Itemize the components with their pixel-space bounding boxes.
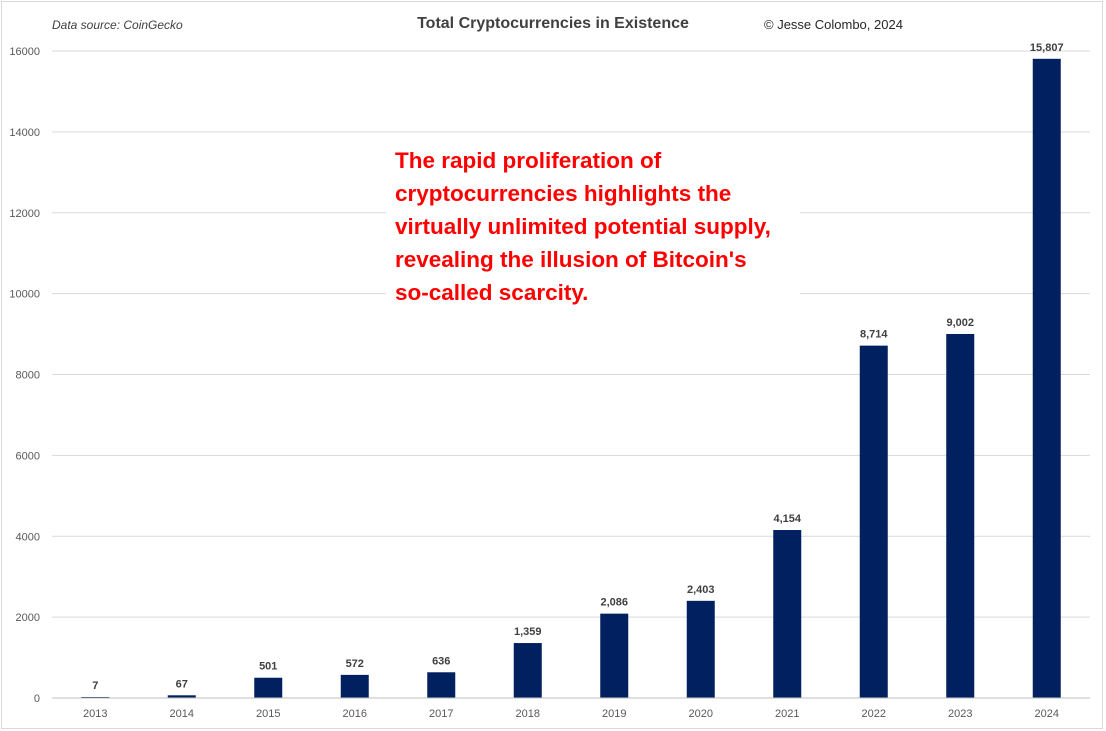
bar-2023 xyxy=(946,333,975,698)
x-tick-label: 2015 xyxy=(256,708,280,720)
y-tick-label: 6000 xyxy=(16,450,40,462)
x-tick-label: 2024 xyxy=(1035,708,1059,720)
y-tick-label: 2000 xyxy=(16,612,40,624)
x-tick-label: 2020 xyxy=(689,708,713,720)
data-source-note: Data source: CoinGecko xyxy=(52,18,183,32)
annotation-line: virtually unlimited potential supply, xyxy=(395,214,771,239)
data-label: 67 xyxy=(176,678,188,690)
x-tick-label: 2016 xyxy=(343,708,367,720)
copyright-note: © Jesse Colombo, 2024 xyxy=(764,17,903,32)
x-tick-label: 2013 xyxy=(83,708,107,720)
data-label: 501 xyxy=(259,661,277,673)
bar-2016 xyxy=(340,674,369,698)
data-label: 572 xyxy=(346,658,364,670)
bar-2021 xyxy=(773,530,802,698)
x-tick-label: 2023 xyxy=(948,708,972,720)
bars xyxy=(81,58,1061,698)
bar-2018 xyxy=(513,643,542,698)
bar-2020 xyxy=(686,600,715,698)
bar-2017 xyxy=(427,672,456,698)
data-label: 1,359 xyxy=(514,626,542,638)
x-tick-label: 2022 xyxy=(862,708,886,720)
bar-2015 xyxy=(254,677,283,698)
y-tick-label: 16000 xyxy=(9,46,40,58)
annotation-box: The rapid proliferation of cryptocurrenc… xyxy=(386,140,800,305)
y-tick-label: 8000 xyxy=(16,370,40,382)
data-label: 2,403 xyxy=(687,584,715,596)
annotation-line: so-called scarcity. xyxy=(395,280,589,305)
x-tick-label: 2021 xyxy=(775,708,799,720)
y-tick-label: 10000 xyxy=(9,289,40,301)
data-label: 636 xyxy=(432,655,450,667)
data-label: 15,807 xyxy=(1030,42,1064,54)
data-labels: 7 67 501 572 636 1,359 2,086 2,403 4,154 8,714 9,0… xyxy=(92,42,1063,692)
bar-2014 xyxy=(167,695,196,698)
data-label: 7 xyxy=(92,680,98,692)
y-tick-label: 0 xyxy=(34,693,40,705)
x-tick-label: 2018 xyxy=(516,708,540,720)
x-tick-label: 2017 xyxy=(429,708,453,720)
x-axis: 2013 2014 2015 2016 2017 2018 2019 2020 2021 2022… xyxy=(52,697,1090,720)
data-label: 2,086 xyxy=(600,597,628,609)
x-tick-label: 2019 xyxy=(602,708,626,720)
data-label: 8,714 xyxy=(860,329,888,341)
y-tick-label: 4000 xyxy=(16,531,40,543)
x-tick-label: 2014 xyxy=(170,708,194,720)
annotation-line: revealing the illusion of Bitcoin's xyxy=(395,247,747,272)
bar-2022 xyxy=(859,345,888,698)
bar-2024 xyxy=(1032,58,1061,698)
chart-title: Total Cryptocurrencies in Existence xyxy=(417,15,689,32)
bar-2019 xyxy=(600,613,629,698)
y-tick-label: 12000 xyxy=(9,208,40,220)
data-label: 9,002 xyxy=(946,317,974,329)
data-label: 4,154 xyxy=(773,513,801,525)
y-axis: 0 2000 4000 6000 8000 10000 12000 14000 16000 xyxy=(9,46,40,705)
annotation-line: cryptocurrencies highlights the xyxy=(395,181,732,206)
y-tick-label: 14000 xyxy=(9,127,40,139)
annotation-line: The rapid proliferation of xyxy=(395,148,662,173)
gridlines xyxy=(52,50,1090,618)
